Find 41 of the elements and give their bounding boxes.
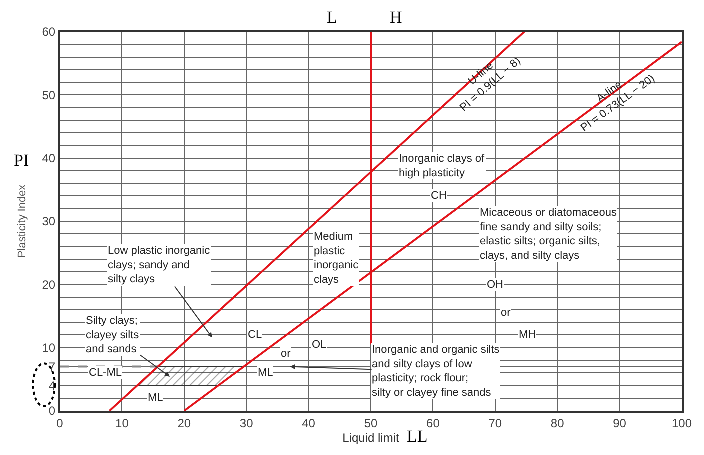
x-tick-label: 90 bbox=[613, 416, 627, 430]
annotation: Inorganic and organic silts and silty clays of low plasticity; rock flour; silty or clayey fine sands bbox=[372, 344, 500, 399]
y-tick-label: 60 bbox=[42, 25, 56, 40]
x-tick-label: 60 bbox=[426, 416, 440, 430]
x-axis-title: Liquid limit bbox=[342, 430, 400, 445]
x-tick-label: 50 bbox=[364, 416, 378, 430]
y-tick-label: 40 bbox=[42, 152, 56, 166]
annotation: Medium plastic inorganic clays bbox=[314, 231, 360, 286]
y-tick-label: 50 bbox=[42, 88, 56, 102]
x-tick-label: 80 bbox=[550, 416, 565, 430]
annotation: Silty clays; clayey silts and sands bbox=[86, 315, 140, 356]
text: H bbox=[390, 8, 402, 27]
annotation: CL-ML bbox=[89, 367, 122, 379]
x-tick-label: 100 bbox=[672, 416, 692, 430]
annotation: ML bbox=[148, 392, 164, 404]
annotation: ML bbox=[258, 367, 274, 379]
y-tick-label: 10 bbox=[42, 341, 56, 356]
x-tick-label: 70 bbox=[488, 416, 502, 430]
x-tick-label: 10 bbox=[116, 416, 130, 430]
annotation: CL bbox=[248, 329, 262, 341]
annotation: or bbox=[281, 348, 292, 360]
y-tick-label: 4 bbox=[48, 378, 56, 393]
annotation: Inorganic clays of high plasticity bbox=[399, 153, 486, 180]
annotation: MH bbox=[519, 329, 536, 341]
annotation: OL bbox=[312, 339, 327, 351]
y-tick-label: 7 bbox=[48, 360, 56, 374]
y-tick-label: 30 bbox=[42, 214, 56, 229]
annotation: Low plastic inorganic clays; sandy and silty clays bbox=[108, 245, 211, 286]
y-axis-title: Plasticity Index bbox=[16, 184, 28, 258]
y-tick-label: 20 bbox=[42, 278, 56, 292]
text: PI bbox=[14, 151, 30, 170]
annotation: CH bbox=[431, 190, 447, 202]
y-tick-label: 0 bbox=[48, 404, 56, 418]
text: L bbox=[327, 8, 338, 27]
text: LL bbox=[407, 427, 428, 446]
annotation: or bbox=[501, 307, 512, 319]
annotation: Micaceous or diatomaceous fine sandy and silty soils; elastic silts; organic silts, clays, and silty clays bbox=[480, 207, 618, 262]
x-tick-label: 20 bbox=[178, 416, 192, 430]
annotation: OH bbox=[487, 279, 504, 291]
x-tick-label: 30 bbox=[240, 416, 254, 430]
x-tick-label: 40 bbox=[302, 416, 316, 430]
